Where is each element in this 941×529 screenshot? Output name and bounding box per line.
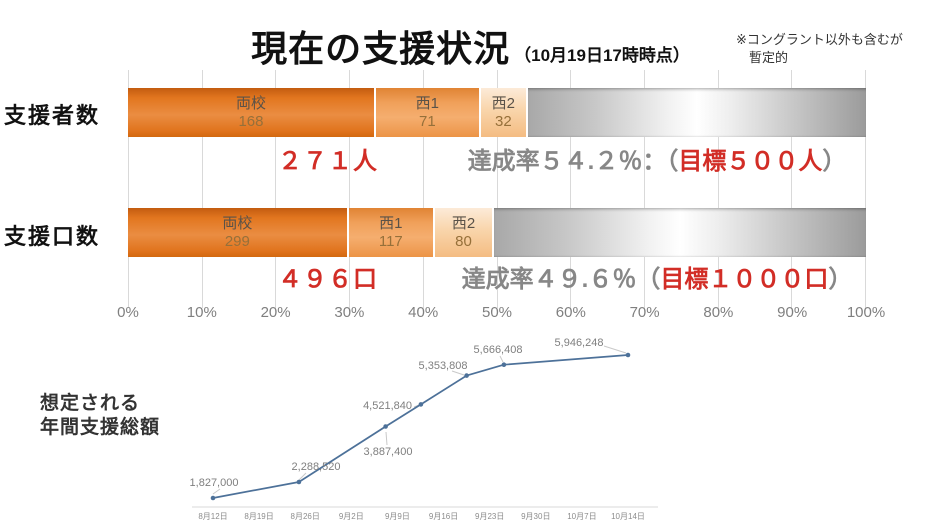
rate-text: 達成率５４.２％：（: [467, 148, 679, 175]
grid-line: [865, 70, 866, 308]
bar-segment: 両校 168: [128, 88, 376, 137]
line-point-marker: [210, 495, 216, 501]
segment-value-label: 71: [419, 112, 436, 130]
segment-name-label: 西2: [491, 94, 516, 112]
line-point-marker: [296, 479, 302, 485]
grid-line: [643, 70, 645, 308]
bar-remainder: [527, 88, 866, 137]
segment-value-label: 299: [224, 232, 250, 250]
line-point-label: 5,353,808: [419, 360, 468, 372]
rate-text: 達成率４９.６％（: [461, 266, 661, 293]
bar-remainder: [494, 208, 866, 257]
percent-gridlines: [128, 70, 866, 308]
grid-line: [201, 70, 203, 308]
annual-total-line-chart: 8月12日 8月19日 8月26日 9月2日 9月9日 9月16日 9月23日 9月30日 10…: [190, 337, 658, 521]
line-point-marker: [418, 402, 424, 407]
x-tick-label: 9月30日: [521, 512, 550, 521]
line-point-label: 3,887,400: [364, 446, 413, 458]
axis-tick-label: 70%: [629, 304, 660, 321]
line-point-label: 2,288,520: [292, 461, 341, 473]
x-tick-label: 9月2日: [339, 512, 364, 521]
grid-line: [275, 70, 277, 308]
bar-row-label-units: 支援口数: [4, 224, 101, 249]
segment-name-label: 両校: [222, 214, 253, 232]
line-point-marker: [383, 424, 388, 429]
title-text: 現在の支援状況: [251, 28, 511, 69]
percent-axis: 0% 10% 20% 30% 40% 50% 60% 70% 80% 90% 100%: [117, 304, 885, 322]
line-point-label: 1,827,000: [190, 477, 239, 489]
grid-line: [349, 70, 351, 308]
axis-tick-label: 50%: [481, 304, 513, 321]
units-achievement-rate: 達成率４９.６％（目標１０００口）: [448, 259, 866, 294]
x-tick-label: 8月19日: [244, 512, 273, 521]
goal-text: 目標５００人: [678, 148, 823, 175]
line-point-marker: [464, 373, 469, 378]
rate-close-paren: ）: [822, 148, 847, 175]
axis-tick-label: 40%: [408, 304, 439, 321]
bar-segment: 西1 117: [348, 208, 435, 257]
axis-tick-label: 30%: [334, 304, 365, 321]
segment-name-label: 両校: [235, 94, 266, 112]
axis-tick-label: 100%: [846, 304, 886, 321]
x-tick-label: 9月23日: [475, 512, 504, 521]
x-tick-label: 8月26日: [291, 512, 320, 521]
axis-tick-label: 10%: [186, 304, 217, 321]
grid-line: [128, 70, 129, 308]
label-leader-line: [451, 370, 465, 376]
label-leader-line: [385, 431, 388, 446]
segment-value-label: 32: [495, 112, 512, 130]
label-leader-line: [212, 488, 221, 495]
label-leader-line: [499, 355, 504, 363]
grid-line: [791, 70, 793, 308]
grid-line: [422, 70, 424, 308]
line-point-label: 5,946,248: [555, 337, 604, 349]
units-stacked-bar: 両校 299 西1 117 西2 80: [128, 208, 866, 257]
x-tick-label: 9月16日: [429, 512, 458, 521]
bar-segment: 西1 71: [375, 88, 481, 137]
segment-value-label: 117: [378, 232, 403, 250]
footnote: ※コングラント以外も含むが 暫定的: [736, 32, 903, 66]
segment-name-label: 西1: [379, 214, 403, 232]
segment-name-label: 西1: [415, 94, 440, 112]
grid-line: [496, 70, 498, 308]
label-leader-line: [298, 472, 307, 481]
line-point-marker: [625, 352, 631, 358]
goal-text: 目標１０００口: [660, 266, 829, 293]
label-leader-line: [603, 345, 627, 354]
line-series: [212, 354, 629, 499]
x-tick-label: 9月9日: [385, 512, 410, 521]
axis-tick-label: 90%: [777, 304, 808, 321]
bar-row-label-supporters: 支援者数: [4, 103, 101, 128]
line-point-label: 5,666,408: [474, 344, 523, 356]
axis-tick-label: 80%: [703, 304, 734, 321]
x-tick-label: 8月12日: [198, 512, 227, 521]
supporters-achievement-rate: 達成率５４.２％：（目標５００人）: [448, 141, 866, 176]
segment-value-label: 168: [238, 112, 264, 130]
segment-value-label: 80: [455, 232, 472, 250]
supporters-total: ２７１人: [278, 148, 378, 175]
segment-name-label: 西2: [451, 214, 476, 232]
title-timestamp: （10月19日17時時点）: [514, 46, 690, 65]
line-point-marker: [501, 362, 507, 367]
grid-line: [717, 70, 719, 308]
line-point-label: 4,521,840: [363, 400, 412, 412]
rate-close-paren: ）: [828, 266, 853, 293]
bar-segment: 両校 299: [128, 208, 349, 257]
units-total: ４９６口: [278, 266, 378, 293]
axis-tick-label: 0%: [117, 304, 139, 321]
bar-segment: 西2 80: [435, 208, 495, 257]
x-tick-label: 10月14日: [611, 512, 645, 521]
axis-tick-label: 60%: [555, 304, 586, 321]
bar-segment: 西2 32: [480, 88, 528, 137]
x-tick-label: 10月7日: [567, 512, 596, 521]
page-title: 現在の支援状況 （10月19日17時時点）: [0, 20, 941, 72]
line-chart-label: 想定される 年間支援総額: [40, 393, 161, 438]
grid-line: [570, 70, 572, 308]
axis-tick-label: 20%: [260, 304, 291, 321]
supporters-stacked-bar: 両校 168 西1 71 西2 32: [128, 88, 866, 137]
